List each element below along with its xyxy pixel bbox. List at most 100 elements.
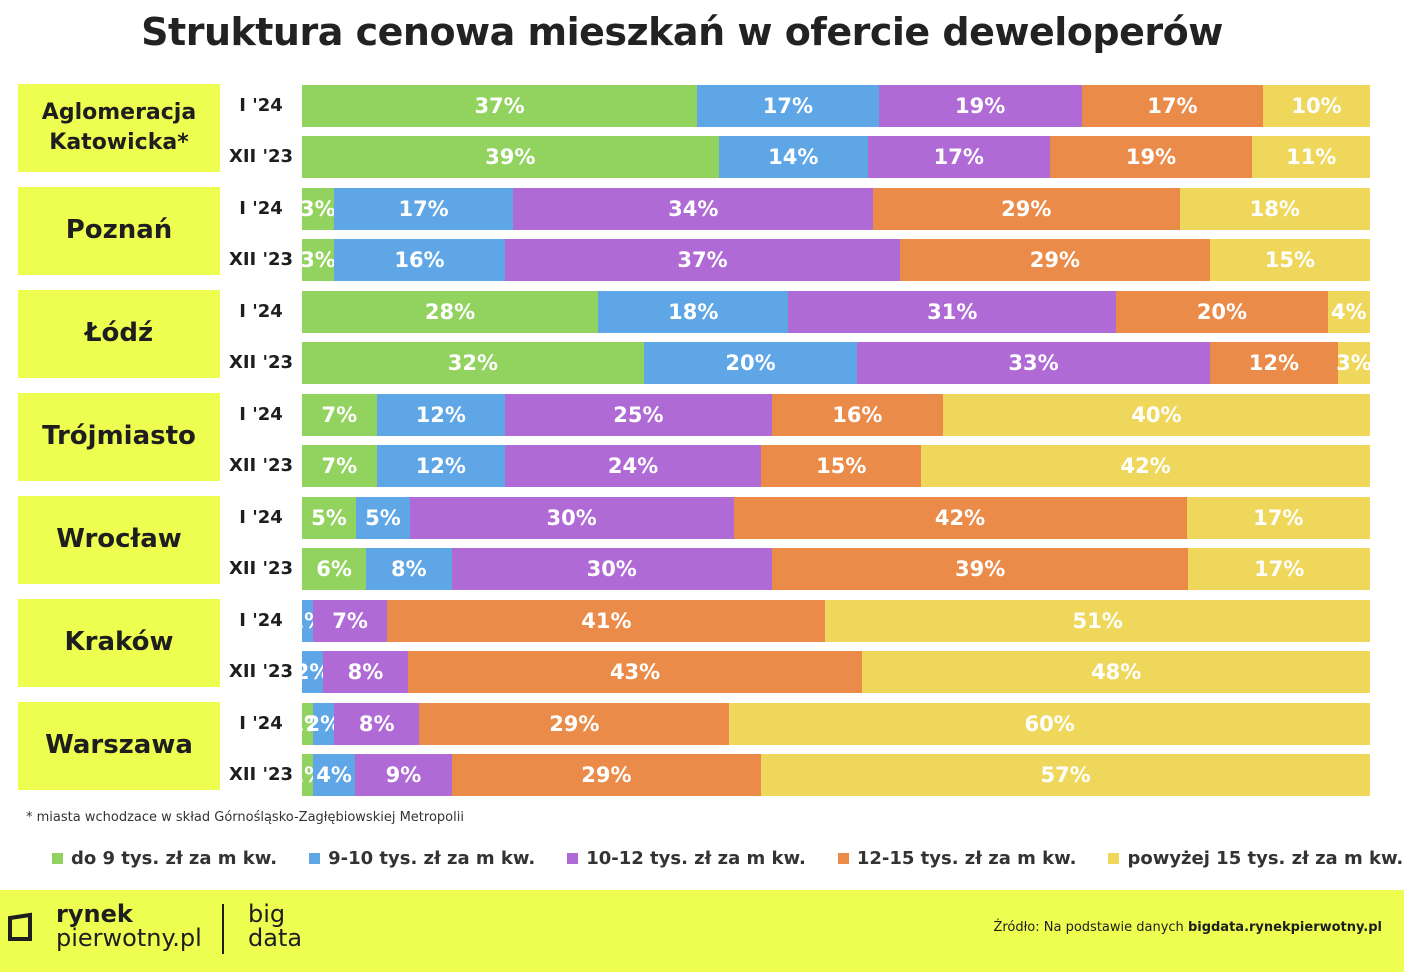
stacked-bar: 3% 16% 37% 29% 15% <box>300 239 1370 281</box>
bar-value-label: 18% <box>668 300 719 324</box>
city-label: Trójmiasto <box>18 393 220 481</box>
bar-value-label: 40% <box>1131 403 1182 427</box>
bar-segment: 1% <box>290 754 325 796</box>
period-label: XII '23 <box>228 455 294 476</box>
bar-value-label: 60% <box>1024 712 1075 736</box>
period-label: XII '23 <box>228 146 294 167</box>
bar-value-label: 32% <box>447 351 498 375</box>
bar-value-label: 17% <box>1254 557 1305 581</box>
bar-segment: 17% <box>333 188 514 230</box>
period-label: XII '23 <box>228 764 294 785</box>
stacked-bar: 7% 12% 25% 16% 40% <box>302 394 1370 436</box>
bar-value-label: 30% <box>546 506 597 530</box>
bar-value-label: 20% <box>1196 300 1248 324</box>
period-label: XII '23 <box>228 352 294 373</box>
legend-swatch <box>567 853 579 864</box>
bar-value-label: 29% <box>549 712 600 736</box>
legend-item-9-10k: 9-10 tys. zł za m kw. <box>309 848 535 869</box>
city-label: Wrocław <box>18 496 220 584</box>
bar-value-label: 41% <box>581 609 632 633</box>
bar-segment: 17% <box>1081 85 1264 127</box>
chart-title: Struktura cenowa mieszkań w ofercie dewe… <box>141 10 1223 54</box>
stacked-bar: 2% 8% 43% 48% <box>295 651 1370 693</box>
bar-value-label: 28% <box>424 300 476 324</box>
period-label: XII '23 <box>228 661 294 682</box>
bar-segment: 12% <box>376 445 505 487</box>
legend-swatch <box>52 853 63 864</box>
bar-value-label: 7% <box>332 609 368 633</box>
bar-segment: 43% <box>407 651 863 693</box>
bar-segment: 12% <box>376 394 505 436</box>
bar-value-label: 9% <box>385 763 422 787</box>
bar-segment: 24% <box>504 445 762 487</box>
bar-value-label: 18% <box>1249 197 1300 221</box>
legend-swatch <box>1108 853 1120 864</box>
bar-segment: 6% <box>302 548 367 590</box>
bar-value-label: 17% <box>1147 94 1198 118</box>
bar-value-label: 57% <box>1040 763 1091 787</box>
bar-value-label: 12% <box>415 403 466 427</box>
city-label: Aglomeracja Katowicka* <box>18 84 220 172</box>
stacked-bar: 32% 20% 33% 12% 3% <box>302 342 1372 384</box>
logo-line-1: rynek <box>56 900 133 928</box>
bar-segment: 19% <box>1049 136 1253 178</box>
bigdata-line-2: data <box>248 924 303 952</box>
stacked-bar: 3% 17% 34% 29% 18% <box>300 188 1370 230</box>
bar-value-label: 24% <box>607 454 659 478</box>
bar-value-label: 37% <box>474 94 525 118</box>
bar-value-label: 6% <box>316 557 352 581</box>
city-label: Kraków <box>18 599 220 687</box>
stacked-bar: 7% 12% 24% 15% 42% <box>302 445 1370 487</box>
bar-value-label: 33% <box>1008 351 1059 375</box>
period-label: I '24 <box>239 95 283 116</box>
period-label: I '24 <box>239 404 283 425</box>
bar-segment: 41% <box>387 600 826 642</box>
bar-segment: 16% <box>771 394 943 436</box>
bar-segment: 48% <box>862 651 1370 693</box>
bar-value-label: 17% <box>762 94 814 118</box>
bar-segment: 17% <box>1186 497 1370 539</box>
bar-segment: 20% <box>643 342 858 384</box>
bar-segment: 31% <box>788 291 1117 333</box>
city-label: Łódź <box>18 290 220 378</box>
period-label: XII '23 <box>228 558 294 579</box>
bar-segment: 20% <box>1116 291 1328 333</box>
source-link[interactable]: bigdata.rynekpierwotny.pl <box>1187 920 1382 935</box>
bar-value-label: 31% <box>927 300 978 324</box>
bar-value-label: 11% <box>1286 145 1337 169</box>
bar-segment: 9% <box>355 754 452 796</box>
bar-segment: 33% <box>857 342 1210 384</box>
stacked-bar: 5% 5% 30% 42% 17% <box>302 497 1370 539</box>
bar-segment: 29% <box>419 703 730 745</box>
bar-value-label: 8% <box>347 660 384 684</box>
bar-segment: 17% <box>697 85 879 127</box>
bar-value-label: 14% <box>768 145 819 169</box>
bar-value-label: 17% <box>933 145 984 169</box>
bar-value-label: 30% <box>586 557 637 581</box>
legend-item-over-15k: powyżej 15 tys. zł za m kw. <box>1108 848 1403 869</box>
bar-segment: 18% <box>598 291 789 333</box>
bar-segment: 17% <box>1188 548 1370 590</box>
bar-value-label: 5% <box>311 506 347 530</box>
bar-segment: 30% <box>409 497 734 539</box>
bar-segment: 25% <box>504 394 772 436</box>
bar-segment: 32% <box>302 342 644 384</box>
legend-label: 9-10 tys. zł za m kw. <box>328 848 536 869</box>
bar-segment: 60% <box>729 703 1370 745</box>
period-label: I '24 <box>239 507 283 528</box>
bar-value-label: 12% <box>415 454 466 478</box>
stacked-bar-chart: Aglomeracja Katowicka* I '24 37% 17% 19% 17% 1… <box>0 78 1404 800</box>
bar-segment: 42% <box>733 497 1187 539</box>
bar-value-label: 3% <box>300 197 336 221</box>
bar-value-label: 7% <box>321 454 358 478</box>
bar-segment: 37% <box>504 239 901 281</box>
bar-value-label: 4% <box>316 763 352 787</box>
bigdata-line-1: big <box>248 900 286 928</box>
bar-segment: 12% <box>1209 342 1338 384</box>
logo-line-2: pierwotny.pl <box>56 924 202 952</box>
source-prefix: Źródło: Na podstawie danych <box>993 920 1188 935</box>
period-label: I '24 <box>239 713 283 734</box>
bar-value-label: 12% <box>1248 351 1299 375</box>
bar-value-label: 10% <box>1291 94 1342 118</box>
bar-segment: 51% <box>825 600 1370 642</box>
